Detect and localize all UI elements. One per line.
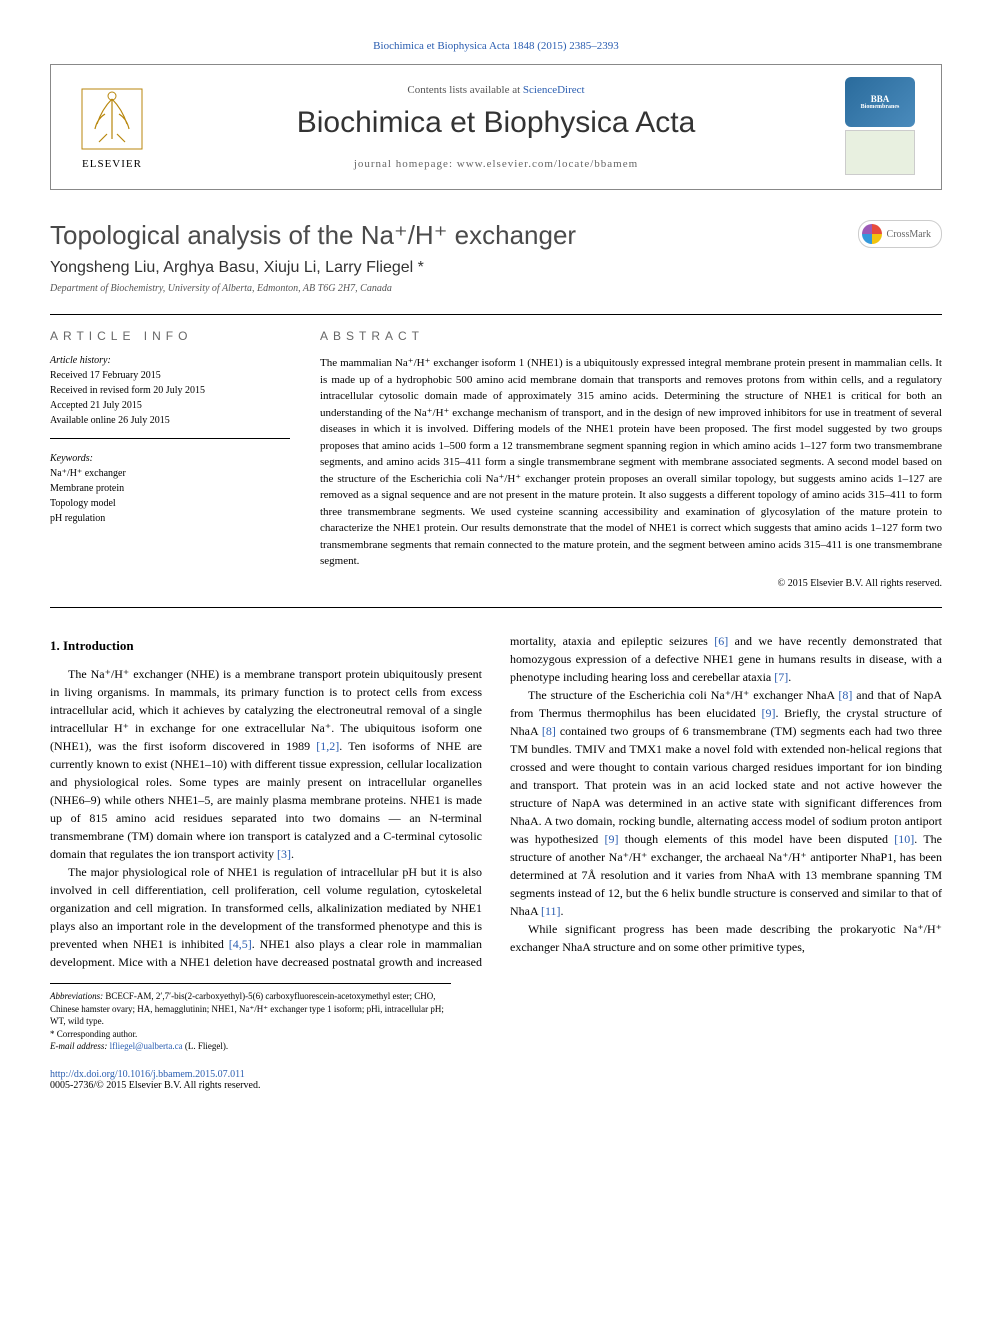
history-line: Received in revised form 20 July 2015 [50, 383, 290, 398]
body-text: 1. Introduction The Na⁺/H⁺ exchanger (NH… [50, 632, 942, 972]
info-heading: ARTICLE INFO [50, 329, 290, 343]
keyword: pH regulation [50, 511, 290, 526]
journal-header: ELSEVIER Contents lists available at Sci… [50, 64, 942, 190]
history-line: Received 17 February 2015 [50, 368, 290, 383]
doi-link[interactable]: http://dx.doi.org/10.1016/j.bbamem.2015.… [50, 1069, 245, 1080]
abstract-column: ABSTRACT The mammalian Na⁺/H⁺ exchanger … [320, 329, 942, 589]
elsevier-tree-icon [77, 84, 147, 154]
journal-title: Biochimica et Biophysica Acta [157, 106, 835, 140]
contents-list-text: Contents lists available at ScienceDirec… [157, 84, 835, 96]
citation-link[interactable]: [4,5] [229, 937, 252, 951]
bba-cover-thumbnail [845, 130, 915, 175]
history-line: Accepted 21 July 2015 [50, 398, 290, 413]
crossmark-badge[interactable]: CrossMark [858, 220, 942, 248]
footer: http://dx.doi.org/10.1016/j.bbamem.2015.… [50, 1069, 942, 1091]
issn-copyright: 0005-2736/© 2015 Elsevier B.V. All right… [50, 1080, 942, 1091]
publisher-name: ELSEVIER [82, 158, 142, 170]
paragraph: The Na⁺/H⁺ exchanger (NHE) is a membrane… [50, 665, 482, 863]
affiliation: Department of Biochemistry, University o… [50, 283, 942, 294]
abstract-heading: ABSTRACT [320, 329, 942, 343]
bba-badge-icon: BBA Biomembranes [845, 77, 915, 127]
keywords-label: Keywords: [50, 453, 290, 464]
top-citation-link[interactable]: Biochimica et Biophysica Acta 1848 (2015… [50, 40, 942, 52]
citation-link[interactable]: [10] [894, 832, 914, 846]
abstract-copyright: © 2015 Elsevier B.V. All rights reserved… [320, 578, 942, 589]
citation-link[interactable]: [9] [605, 832, 619, 846]
crossmark-icon [862, 224, 882, 244]
article-title: Topological analysis of the Na⁺/H⁺ excha… [50, 220, 858, 251]
corresponding-author: * Corresponding author. [50, 1028, 451, 1041]
citation-link[interactable]: [8] [838, 688, 852, 702]
crossmark-label: CrossMark [887, 229, 931, 240]
sciencedirect-link[interactable]: ScienceDirect [523, 84, 585, 96]
keyword: Na⁺/H⁺ exchanger [50, 466, 290, 481]
elsevier-logo[interactable]: ELSEVIER [67, 77, 157, 177]
paragraph: The structure of the Escherichia coli Na… [510, 686, 942, 920]
homepage-url[interactable]: www.elsevier.com/locate/bbamem [457, 158, 638, 170]
article-info-column: ARTICLE INFO Article history: Received 1… [50, 329, 290, 589]
bba-cover-logo[interactable]: BBA Biomembranes [835, 77, 925, 177]
citation-link[interactable]: [6] [714, 634, 728, 648]
footnotes: Abbreviations: BCECF-AM, 2′,7′-bis(2-car… [50, 983, 451, 1053]
abstract-text: The mammalian Na⁺/H⁺ exchanger isoform 1… [320, 355, 942, 570]
citation-link[interactable]: [11] [541, 904, 561, 918]
keyword: Topology model [50, 496, 290, 511]
author-list: Yongsheng Liu, Arghya Basu, Xiuju Li, La… [50, 259, 942, 277]
section-heading: 1. Introduction [50, 636, 482, 656]
email-link[interactable]: lfliegel@ualberta.ca [110, 1041, 183, 1051]
keyword: Membrane protein [50, 481, 290, 496]
citation-link[interactable]: [8] [542, 724, 556, 738]
paragraph: While significant progress has been made… [510, 920, 942, 956]
history-label: Article history: [50, 355, 290, 366]
citation-link[interactable]: [1,2] [316, 739, 339, 753]
homepage-text: journal homepage: www.elsevier.com/locat… [157, 158, 835, 170]
citation-link[interactable]: [3] [277, 847, 291, 861]
abbreviations: Abbreviations: BCECF-AM, 2′,7′-bis(2-car… [50, 990, 451, 1028]
citation-link[interactable]: [9] [761, 706, 775, 720]
history-line: Available online 26 July 2015 [50, 413, 290, 428]
email-line: E-mail address: lfliegel@ualberta.ca (L.… [50, 1040, 451, 1053]
citation-link[interactable]: [7] [774, 670, 788, 684]
